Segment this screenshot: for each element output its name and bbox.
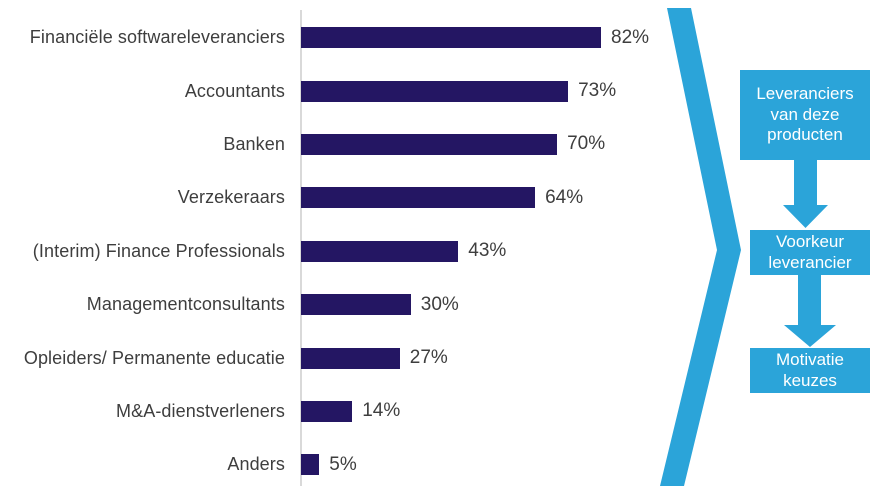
chevron-right-shape bbox=[660, 8, 741, 486]
bar bbox=[301, 27, 601, 49]
category-label: Financiële softwareleveranciers bbox=[29, 27, 285, 48]
y-axis-line bbox=[300, 10, 302, 486]
value-label: 43% bbox=[468, 240, 507, 262]
bar bbox=[301, 400, 353, 422]
bar-row: (Interim) Finance Professionals 43% bbox=[0, 225, 660, 278]
category-label: Anders bbox=[227, 454, 285, 475]
category-label: Banken bbox=[223, 133, 285, 154]
category-label: Accountants bbox=[184, 80, 285, 101]
flow-box-voorkeur: Voorkeur leverancier bbox=[750, 230, 870, 275]
value-label: 70% bbox=[567, 133, 606, 155]
value-label: 82% bbox=[611, 26, 650, 48]
value-label: 30% bbox=[420, 293, 459, 315]
bar-row: Managementconsultants 30% bbox=[0, 278, 660, 331]
category-label: Opleiders/ Permanente educatie bbox=[23, 347, 285, 368]
arrow-down-icon bbox=[784, 275, 836, 347]
bar bbox=[301, 347, 400, 369]
value-label: 5% bbox=[329, 453, 357, 475]
value-label: 73% bbox=[578, 80, 617, 102]
bar bbox=[301, 80, 569, 102]
bar bbox=[301, 294, 411, 316]
bar bbox=[301, 240, 459, 262]
arrow-down-icon bbox=[783, 160, 828, 228]
bar bbox=[301, 454, 320, 476]
value-label: 14% bbox=[362, 400, 401, 422]
bar-row: Banken 70% bbox=[0, 118, 660, 171]
bar-row: Accountants 73% bbox=[0, 64, 660, 117]
category-label: Managementconsultants bbox=[86, 294, 285, 315]
flow-box-motivatie: Motivatie keuzes bbox=[750, 348, 870, 393]
value-label: 27% bbox=[409, 347, 448, 369]
bar bbox=[301, 187, 536, 209]
bar-chart: Financiële softwareleveranciers 82% Accoun… bbox=[0, 11, 660, 492]
bar-row: Opleiders/ Permanente educatie 27% bbox=[0, 331, 660, 384]
bar bbox=[301, 133, 558, 155]
bar-row: M&A-dienstverleners 14% bbox=[0, 385, 660, 438]
category-label: (Interim) Finance Professionals bbox=[32, 240, 285, 261]
category-label: Verzekeraars bbox=[177, 187, 285, 208]
category-label: M&A-dienstverleners bbox=[116, 400, 285, 421]
bar-row: Verzekeraars 64% bbox=[0, 171, 660, 224]
value-label: 64% bbox=[545, 186, 584, 208]
bar-row: Financiële softwareleveranciers 82% bbox=[0, 11, 660, 64]
bar-row: Anders 5% bbox=[0, 438, 660, 491]
flow-box-leveranciers: Leveranciers van deze producten bbox=[740, 70, 870, 160]
